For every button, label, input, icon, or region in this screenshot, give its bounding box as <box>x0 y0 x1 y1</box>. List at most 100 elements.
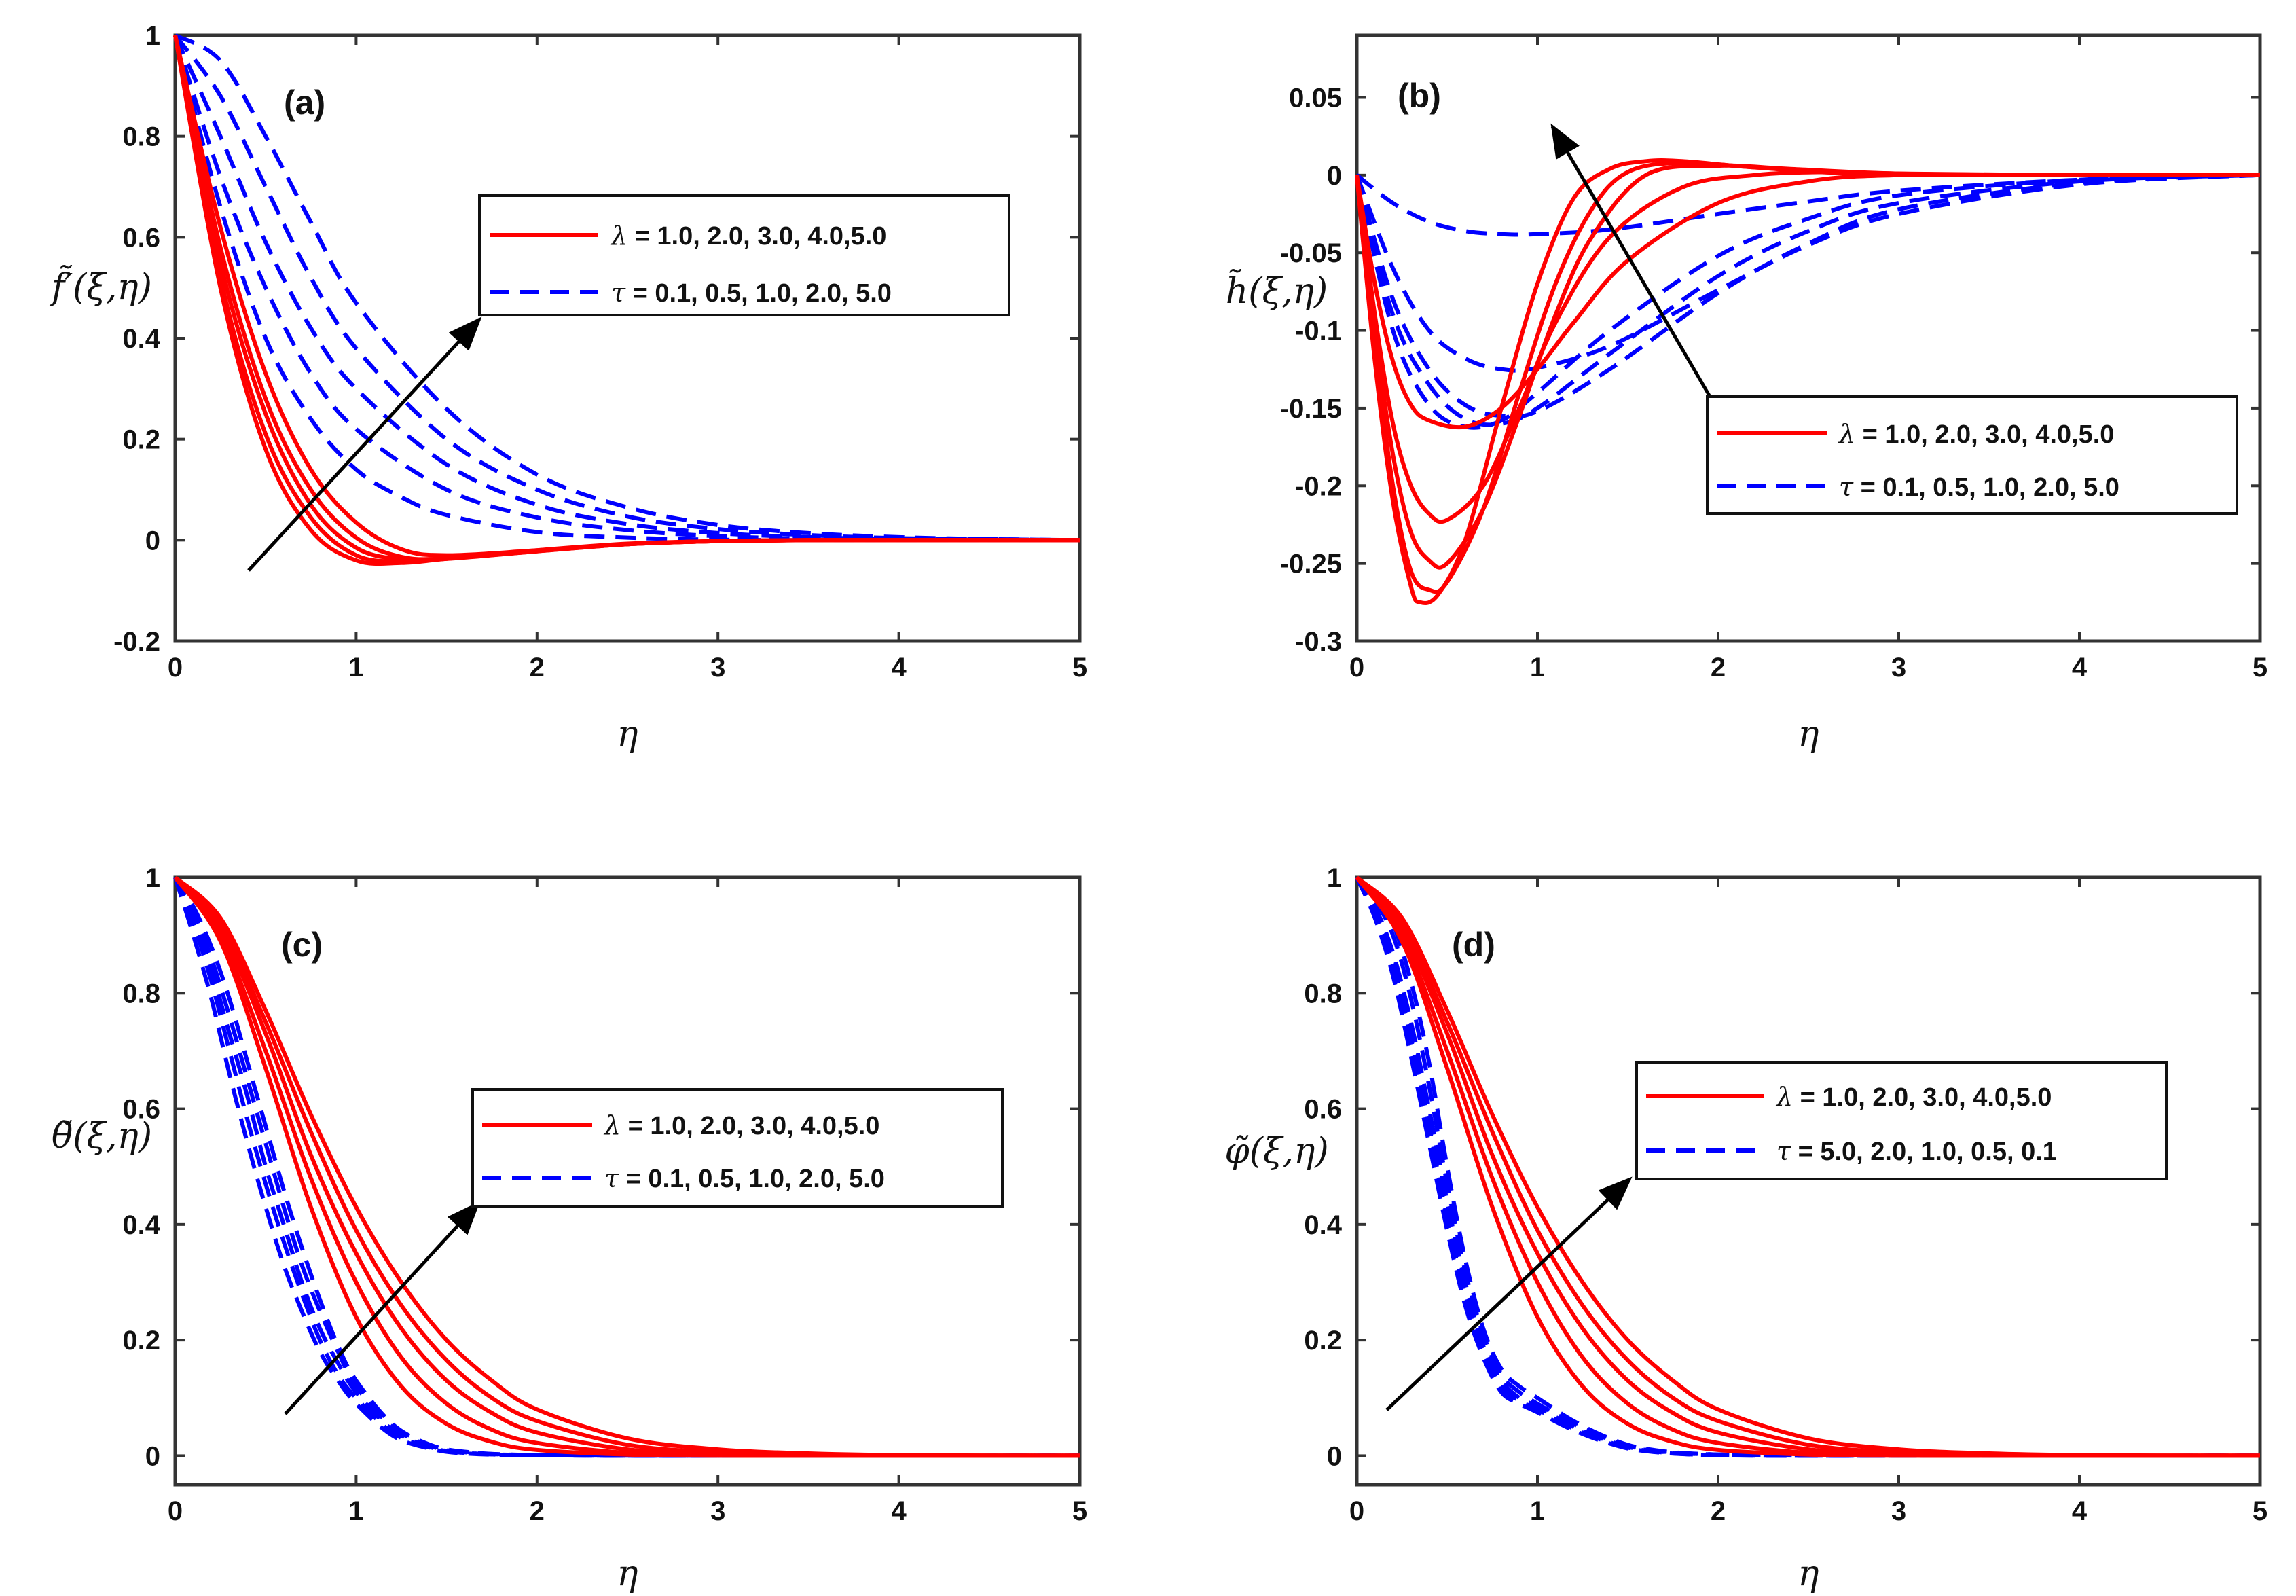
legend-entry-lambda: λ = 1.0, 2.0, 3.0, 4.0,5.0 <box>603 1110 879 1140</box>
legend-entry-tau: τ = 5.0, 2.0, 1.0, 0.5, 0.1 <box>1776 1136 2057 1166</box>
lambda-values: = 1.0, 2.0, 3.0, 4.0,5.0 <box>627 222 886 251</box>
lambda-series-line <box>1355 875 2261 1458</box>
y-tick-label: -0.1 <box>1295 316 1342 346</box>
y-tick-label: 1 <box>145 863 160 893</box>
axis-ticks: 0 1 2 3 4 5 0 0.2 0.4 0.6 0.8 1 <box>122 863 1087 1526</box>
panel-label: (a) <box>284 84 325 122</box>
tau-symbol: τ <box>1776 1136 1791 1166</box>
tau-series-line <box>173 876 1080 1458</box>
y-tick-label: -0.3 <box>1295 627 1342 657</box>
tau-symbol: τ <box>611 278 626 308</box>
legend-box <box>1635 1061 2168 1180</box>
x-tick-label: 2 <box>530 1496 545 1526</box>
legend-entry-lambda: λ = 1.0, 2.0, 3.0, 4.0,5.0 <box>1838 419 2114 449</box>
x-tick-label: 0 <box>1349 653 1364 683</box>
panel-c: 0 1 2 3 4 5 0 0.2 0.4 0.6 0.8 1 (c) λ = 1.0, 2.0, 3… <box>52 863 1087 1594</box>
tau-values: = 5.0, 2.0, 1.0, 0.5, 0.1 <box>1791 1138 2057 1166</box>
tau-series-line <box>1355 173 2261 237</box>
legend: λ = 1.0, 2.0, 3.0, 4.0,5.0 τ = 0.1, 0.5,… <box>1706 395 2238 515</box>
y-tick-label: 0.6 <box>1304 1095 1342 1125</box>
y-tick-label: 0.2 <box>122 425 160 455</box>
y-tick-label: -0.25 <box>1280 549 1342 579</box>
x-axis-label: η <box>1798 714 1819 755</box>
x-axis-label: η <box>1798 1553 1819 1594</box>
x-tick-label: 2 <box>530 653 545 683</box>
x-tick-label: 5 <box>1072 653 1087 683</box>
x-tick-label: 1 <box>1530 653 1545 683</box>
y-tick-label: 0.2 <box>122 1326 160 1356</box>
y-tick-label: 0.8 <box>1304 979 1342 1009</box>
plot-frame <box>173 33 1082 643</box>
series-layer <box>173 33 1080 566</box>
lambda-values: = 1.0, 2.0, 3.0, 4.0,5.0 <box>1855 420 2114 449</box>
x-tick-label: 4 <box>891 653 907 683</box>
axis-ticks: 0 1 2 3 4 5 0 0.2 0.4 0.6 0.8 1 <box>1304 863 2267 1526</box>
lambda-symbol: λ <box>603 1110 621 1140</box>
x-tick-label: 4 <box>2072 1496 2088 1526</box>
series-layer <box>1355 158 2261 606</box>
series-layer <box>173 875 1080 1458</box>
trend-arrow <box>247 316 482 572</box>
y-tick-label: 0 <box>1327 161 1342 191</box>
trend-arrow <box>284 1201 481 1415</box>
x-tick-label: 3 <box>710 653 725 683</box>
panel-d: 0 1 2 3 4 5 0 0.2 0.4 0.6 0.8 1 (d) λ = 1.0, 2.0, 3… <box>1224 863 2267 1594</box>
series-layer <box>1355 875 2261 1458</box>
y-tick-label: 0.4 <box>122 1210 160 1240</box>
y-tick-label: 0.6 <box>122 1095 160 1125</box>
legend-box <box>478 194 1010 316</box>
tau-series-line <box>1355 173 2261 373</box>
axis-ticks: 0 1 2 3 4 5 -0.3 -0.25 -0.2 -0.15 -0.1 -0.05 0 0.05 <box>1280 35 2267 683</box>
legend: λ = 1.0, 2.0, 3.0, 4.0,5.0 τ = 0.1, 0.5,… <box>471 1088 1004 1208</box>
x-tick-label: 1 <box>1530 1496 1545 1526</box>
y-axis-label: φ̃(ξ,η) <box>1224 1131 1328 1172</box>
panel-b: 0 1 2 3 4 5 -0.3 -0.25 -0.2 -0.15 -0.1 -0.05 0 0.05 (… <box>1226 33 2267 755</box>
tau-symbol: τ <box>604 1163 619 1193</box>
x-tick-label: 1 <box>348 1496 363 1526</box>
x-tick-label: 5 <box>1072 1496 1087 1526</box>
lambda-series-line <box>173 35 1080 566</box>
y-tick-label: 0.4 <box>122 324 160 354</box>
legend-entry-lambda: λ = 1.0, 2.0, 3.0, 4.0,5.0 <box>1775 1082 2052 1112</box>
tau-values: = 0.1, 0.5, 1.0, 2.0, 5.0 <box>625 279 892 308</box>
x-tick-label: 1 <box>348 653 363 683</box>
legend: λ = 1.0, 2.0, 3.0, 4.0,5.0 τ = 0.1, 0.5,… <box>478 194 1010 316</box>
x-tick-label: 3 <box>710 1496 725 1526</box>
lambda-values: = 1.0, 2.0, 3.0, 4.0,5.0 <box>621 1112 879 1140</box>
legend-box <box>471 1088 1004 1208</box>
y-tick-label: 0.8 <box>122 122 160 152</box>
x-tick-label: 0 <box>1349 1496 1364 1526</box>
lambda-symbol: λ <box>1838 419 1855 449</box>
y-tick-label: 0.6 <box>122 223 160 253</box>
x-tick-label: 3 <box>1891 653 1906 683</box>
lambda-series-line <box>174 875 1080 1458</box>
tau-series-line <box>1355 875 2261 1458</box>
y-tick-label: -0.05 <box>1280 238 1342 268</box>
x-tick-label: 5 <box>2253 653 2267 683</box>
panel-label: (d) <box>1452 926 1495 964</box>
panel-label: (c) <box>281 926 323 964</box>
x-tick-label: 0 <box>168 653 183 683</box>
trend-arrow <box>1550 123 1712 398</box>
legend-entry-lambda: λ = 1.0, 2.0, 3.0, 4.0,5.0 <box>610 221 886 251</box>
legend-box <box>1706 395 2238 515</box>
x-axis-label: η <box>617 1553 638 1594</box>
x-tick-label: 4 <box>2072 653 2088 683</box>
lambda-values: = 1.0, 2.0, 3.0, 4.0,5.0 <box>1793 1083 2052 1112</box>
plot-frame <box>1355 33 2262 643</box>
x-tick-label: 4 <box>891 1496 907 1526</box>
tau-values: = 0.1, 0.5, 1.0, 2.0, 5.0 <box>619 1165 885 1193</box>
x-tick-label: 3 <box>1891 1496 1906 1526</box>
trend-arrow <box>1385 1176 1633 1411</box>
y-axis-label: h̃(ξ,η) <box>1226 269 1328 312</box>
tau-series-line <box>1355 173 2261 419</box>
y-axis-label: θ̃(ξ,η) <box>52 1116 152 1157</box>
x-tick-label: 5 <box>2253 1496 2267 1526</box>
x-axis-label: η <box>617 714 638 755</box>
axis-ticks: 0 1 2 3 4 5 -0.2 0 0.2 0.4 0.6 0.8 1 <box>113 21 1087 683</box>
tau-series-line <box>174 33 1080 543</box>
lambda-symbol: λ <box>1775 1082 1793 1112</box>
y-tick-label: 0 <box>145 526 160 556</box>
x-tick-label: 2 <box>1711 653 1726 683</box>
